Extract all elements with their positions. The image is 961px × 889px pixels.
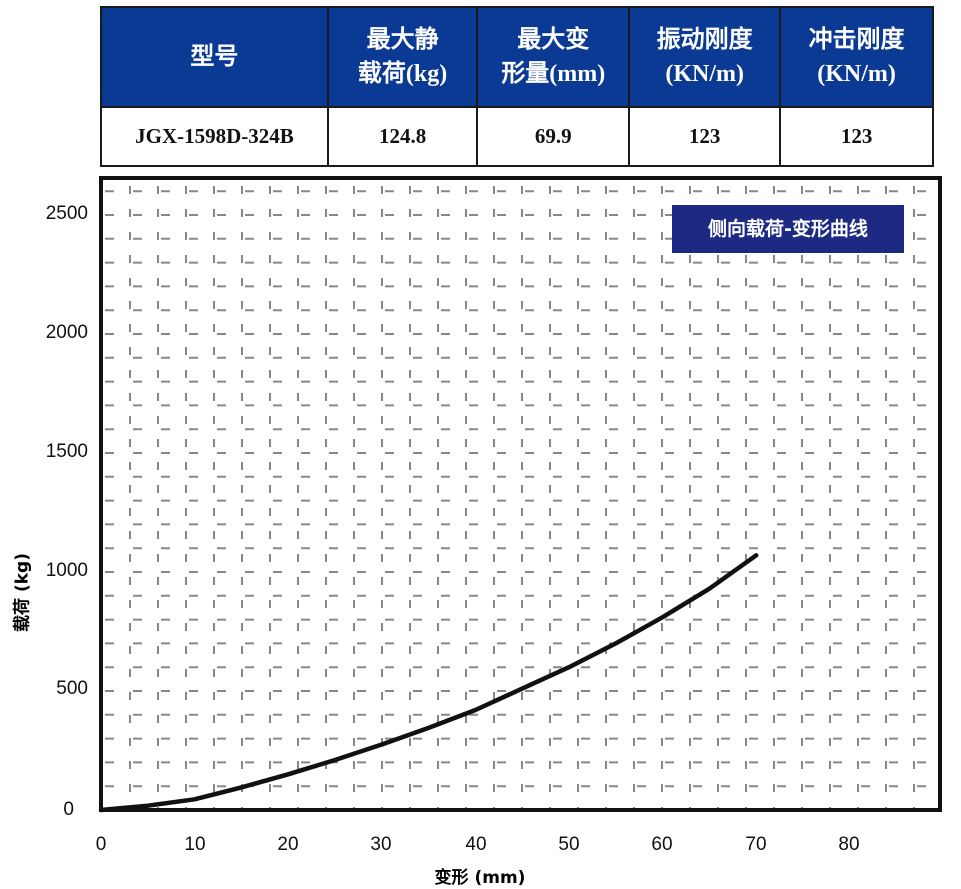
cell-vibration-stiffness: 123 [628,106,782,167]
y-axis-label: 载荷 (kg) [12,553,33,632]
header-line: (KN/m) [665,61,744,87]
header-line: 振动刚度 [656,27,753,53]
header-line: 载荷(kg) [357,61,448,87]
cell-impact-stiffness: 123 [779,106,934,167]
x-tick: 10 [184,834,206,855]
header-max-deformation: 最大变形量(mm) [476,6,631,108]
x-tick: 70 [745,834,767,855]
header-line: 形量(mm) [501,61,606,87]
spec-table-header-row: 型号 最大静载荷(kg) 最大变形量(mm) 振动刚度 (KN/m) 冲击刚度 (K… [100,6,934,108]
spec-table: 型号 最大静载荷(kg) 最大变形量(mm) 振动刚度 (KN/m) 冲击刚度 (K… [100,6,934,167]
x-tick: 80 [838,834,860,855]
y-tick: 1500 [45,441,88,462]
x-tick: 0 [95,834,107,855]
header-line: (KN/m) [817,61,896,87]
y-tick: 2000 [45,322,88,343]
header-max-static-load: 最大静载荷(kg) [326,6,479,108]
plot-area [98,176,942,813]
header-vibration-stiffness: 振动刚度 (KN/m) [628,6,782,108]
header-line: 最大静 [366,27,439,53]
header-line: 冲击刚度 [808,27,905,53]
x-tick: 60 [651,834,673,855]
x-tick: 40 [465,834,487,855]
y-tick: 500 [56,678,88,699]
cell-model: JGX-1598D-324B [100,106,329,167]
y-tick: 2500 [45,203,88,224]
table-row: JGX-1598D-324B 124.8 69.9 123 123 [100,106,934,167]
y-tick: 1000 [45,560,88,581]
header-model: 型号 [100,6,329,108]
header-model-text: 型号 [190,44,239,70]
x-tick: 30 [370,834,392,855]
x-tick: 20 [277,834,299,855]
chart-title: 侧向载荷-变形曲线 [672,205,904,253]
x-axis-label: 变形 (mm) [434,868,526,888]
cell-max-deformation: 69.9 [476,106,631,167]
header-impact-stiffness: 冲击刚度 (KN/m) [779,6,934,108]
header-line: 最大变 [517,27,590,53]
x-tick: 50 [558,834,580,855]
y-tick: 0 [63,799,74,820]
cell-max-static-load: 124.8 [326,106,479,167]
load-deformation-chart: 2500 2000 1500 1000 500 0 0 10 20 30 40 … [0,170,961,889]
